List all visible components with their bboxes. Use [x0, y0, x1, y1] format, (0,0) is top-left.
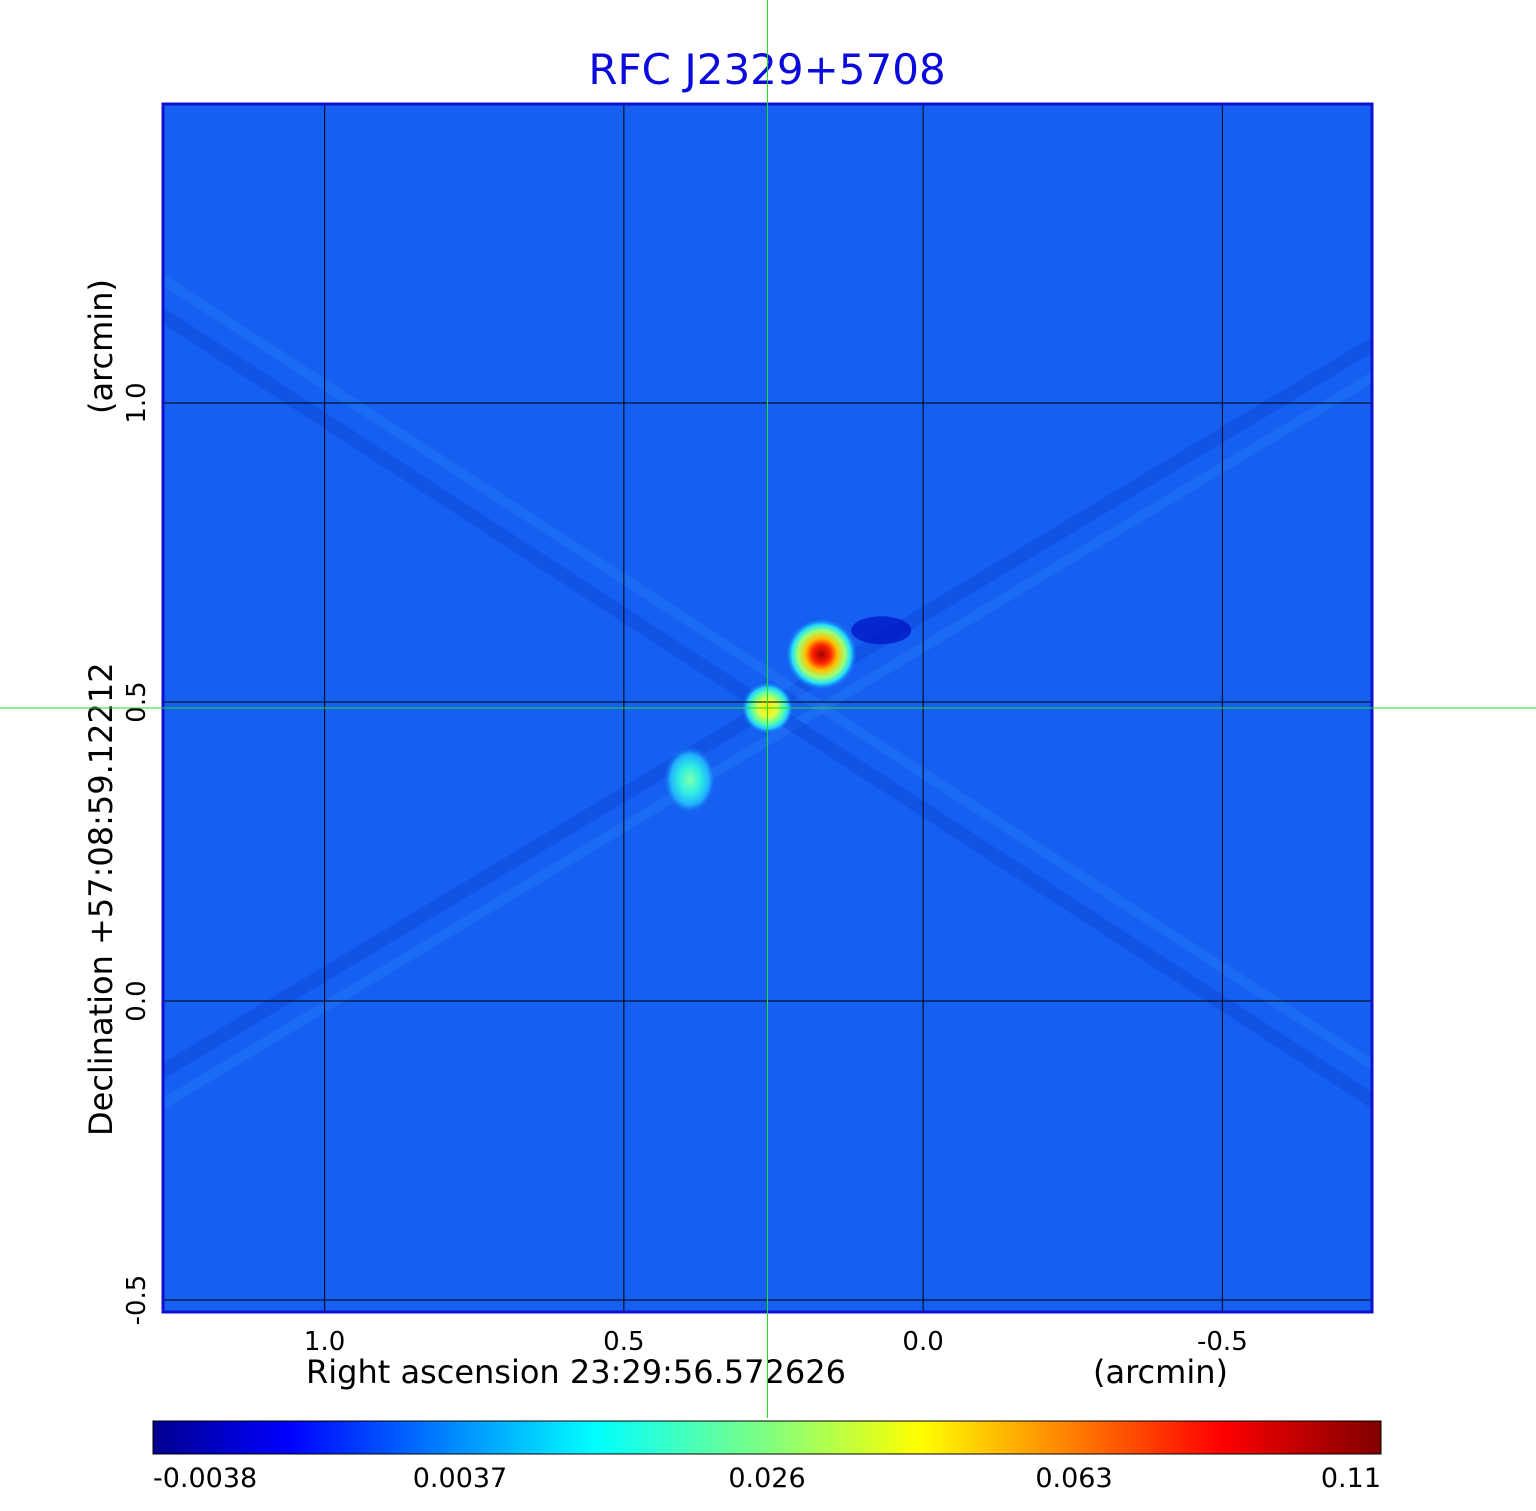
colorbar	[152, 1420, 1382, 1455]
x-tick-label: 0.0	[902, 1327, 943, 1357]
x-axis-unit: (arcmin)	[1093, 1353, 1228, 1391]
colorbar-tick-label: 0.026	[728, 1463, 805, 1494]
colorbar-tick-label: 0.11	[1321, 1463, 1381, 1494]
radio-source-3	[663, 745, 716, 814]
sidelobe-streak	[163, 371, 1372, 1110]
negative-lobe	[851, 616, 912, 645]
x-axis-label: Right ascension 23:29:56.572626	[306, 1353, 846, 1391]
sidelobe-streak	[163, 273, 1372, 1071]
y-axis-label: Declination +57:08:59.12212	[82, 662, 120, 1136]
y-tick-label: 1.0	[122, 382, 152, 423]
y-axis-unit: (arcmin)	[82, 279, 120, 414]
radio-source-1	[785, 618, 858, 691]
y-tick-label: -0.5	[122, 1275, 152, 1326]
y-tick-label: 0.5	[122, 681, 152, 722]
colorbar-tick-label: 0.0037	[413, 1463, 507, 1494]
y-tick-label: 0.0	[122, 980, 152, 1021]
x-tick-label: 1.0	[304, 1327, 345, 1357]
x-tick-label: 0.5	[603, 1327, 644, 1357]
x-tick-label: -0.5	[1197, 1327, 1248, 1357]
colorbar-tick-label: 0.063	[1035, 1463, 1112, 1494]
colorbar-tick-label: -0.0038	[153, 1463, 257, 1494]
